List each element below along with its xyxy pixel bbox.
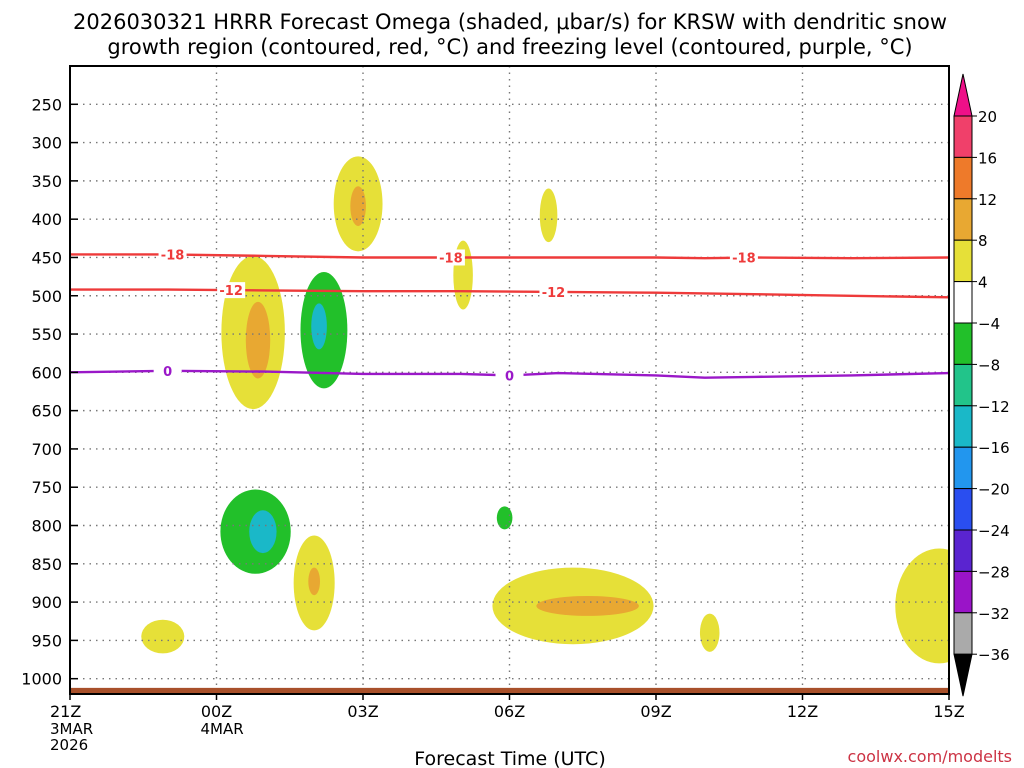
- contour-label-bg-freezing-0: [153, 362, 182, 379]
- colorbar-swatch-7: [953, 405, 973, 448]
- xtick-label-00Z: 00Z: [201, 702, 232, 721]
- xtick-sub-00Z-0: 4MAR: [201, 720, 244, 738]
- ytick-label-350: 350: [31, 172, 62, 191]
- ytick-label-900: 900: [31, 593, 62, 612]
- ytick-label-800: 800: [31, 517, 62, 536]
- ground-band: [70, 687, 949, 694]
- colorbar-swatch-12: [953, 612, 973, 655]
- colorbar-label-4: 4: [978, 274, 988, 292]
- contour-label--18C-2: -18: [732, 252, 756, 267]
- colorbar-label-6: −8: [978, 356, 1000, 374]
- ytick-label-650: 650: [31, 402, 62, 421]
- ytick-label-850: 850: [31, 555, 62, 574]
- xtick-label-06Z: 06Z: [494, 702, 525, 721]
- ytick-label-550: 550: [31, 325, 62, 344]
- contour-label-freezing-1: 0: [505, 369, 514, 384]
- colorbar-label-12: −32: [978, 605, 1010, 623]
- omega-core-mid-positive-cell: [245, 301, 271, 379]
- ytick-label-1000: 1000: [21, 670, 62, 689]
- colorbar-swatch-6: [953, 363, 973, 407]
- ytick-label-400: 400: [31, 210, 62, 229]
- omega-core-upper-positive-cell: [350, 186, 366, 227]
- colorbar-label-0: 20: [978, 108, 997, 126]
- colorbar-label-7: −12: [978, 398, 1010, 416]
- contour-label-bg--18C-0: [158, 246, 187, 263]
- omega-core-low-negative-cell: [249, 510, 277, 554]
- x-axis-label: Forecast Time (UTC): [414, 748, 605, 768]
- colorbar-top-arrow: [953, 73, 973, 117]
- contour-label-bg-freezing-1: [495, 367, 524, 384]
- temperature-contours: -18 -18 -18 -12 -12 0 0: [70, 246, 949, 384]
- contour-label--18C-0: -18: [161, 248, 185, 263]
- contour-label--12C-1: -12: [542, 286, 566, 301]
- contour-line--12C: [70, 288, 949, 299]
- contour-label--12C-0: -12: [219, 284, 243, 299]
- ytick-label-600: 600: [31, 363, 62, 382]
- omega-region-small-negative-790: [496, 506, 513, 530]
- chart-title: 2026030321 HRRR Forecast Omega (shaded, …: [73, 10, 947, 59]
- colorbar-swatch-1: [953, 156, 973, 200]
- xtick-sub-21Z-1: 2026: [50, 736, 88, 754]
- colorbar-label-8: −16: [978, 439, 1010, 457]
- colorbar-label-3: 8: [978, 232, 988, 250]
- colorbar-label-11: −28: [978, 563, 1010, 581]
- colorbar-label-2: 12: [978, 191, 997, 209]
- contour-label-bg--18C-1: [436, 249, 465, 266]
- omega-region-corner-positive: [895, 548, 949, 664]
- ytick-label-250: 250: [31, 95, 62, 114]
- omega-shading: [141, 156, 949, 664]
- ytick-label-500: 500: [31, 287, 62, 306]
- ytick-label-750: 750: [31, 478, 62, 497]
- xtick-sub-21Z-0: 3MAR: [50, 720, 93, 738]
- contour-line--18C: [70, 253, 949, 260]
- xtick-label-03Z: 03Z: [347, 702, 378, 721]
- contour-label-freezing-0: 0: [163, 365, 172, 380]
- colorbar-label-1: 16: [978, 149, 997, 167]
- colorbar-label-10: −24: [978, 522, 1010, 540]
- xtick-label-15Z: 15Z: [933, 702, 964, 721]
- title-line-2: growth region (contoured, red, °C) and f…: [107, 35, 912, 59]
- colorbar-label-13: −36: [978, 646, 1010, 664]
- colorbar-swatch-2: [953, 198, 973, 241]
- contour-label--18C-1: -18: [439, 251, 463, 266]
- contour-label-bg--12C-1: [539, 283, 568, 300]
- omega-region-small-positive-400: [539, 188, 558, 243]
- xtick-label-09Z: 09Z: [640, 702, 671, 721]
- title-line-1: 2026030321 HRRR Forecast Omega (shaded, …: [73, 10, 947, 34]
- colorbar-label-5: −4: [978, 315, 1000, 333]
- colorbar-bottom-arrow: [953, 653, 973, 697]
- omega-core-low-positive-850: [308, 567, 321, 596]
- colorbar-swatch-3: [953, 239, 973, 283]
- contour-label-bg--12C-0: [217, 282, 246, 299]
- colorbar-swatch-4: [953, 281, 973, 324]
- ytick-label-700: 700: [31, 440, 62, 459]
- omega-core-mid-negative-cell: [311, 303, 327, 350]
- colorbar-swatch-9: [953, 488, 973, 531]
- xtick-label-21Z: 21Z: [50, 702, 81, 721]
- colorbar: 20 16 12 8 4 −4 −8 −12 −16 −20 −24 −28 −32 −36: [953, 73, 1010, 697]
- colorbar-swatch-11: [953, 570, 973, 614]
- colorbar-label-9: −20: [978, 481, 1010, 499]
- ytick-label-450: 450: [31, 248, 62, 267]
- colorbar-swatch-5: [953, 322, 973, 365]
- contour-line-freezing: [70, 369, 949, 379]
- omega-core-low-positive-900: [536, 595, 639, 616]
- colorbar-swatch-8: [953, 446, 973, 490]
- omega-region-low-positive-945: [141, 619, 185, 654]
- pressure-axis: 250 300 350 400 450 500 550 600 650 700 750 800 850 9…: [21, 95, 78, 689]
- credit-text: coolwx.com/modelts: [848, 747, 1012, 766]
- grid-lines: [70, 66, 949, 694]
- omega-region-small-positive-940: [699, 613, 720, 652]
- ytick-label-300: 300: [31, 134, 62, 153]
- colorbar-swatch-0: [953, 115, 973, 158]
- ytick-label-950: 950: [31, 631, 62, 650]
- colorbar-swatch-10: [953, 529, 973, 572]
- contour-label-bg--18C-2: [729, 249, 758, 266]
- xtick-label-12Z: 12Z: [787, 702, 818, 721]
